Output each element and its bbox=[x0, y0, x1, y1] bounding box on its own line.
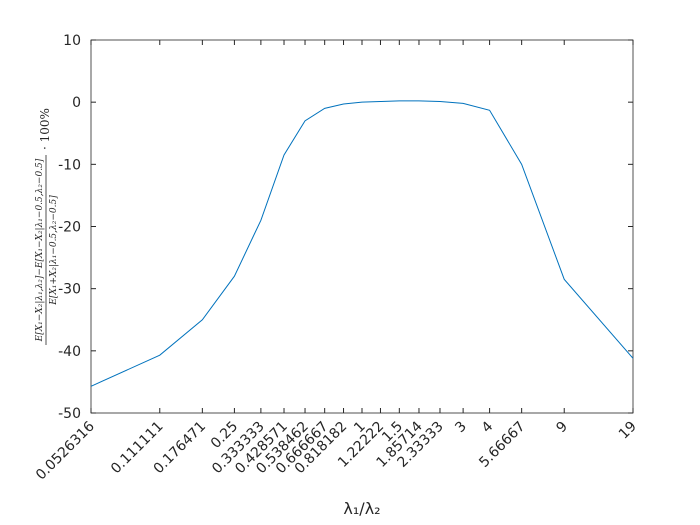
y-tick-label: 0 bbox=[72, 95, 81, 111]
y-tick-label: 10 bbox=[63, 33, 81, 49]
y-label-numerator: E[X₁−X₂|λ₁,λ₂]−E[X₁−X₂|λ₁−0.5,λ₂−0.5] bbox=[35, 158, 45, 342]
y-tick-label: -40 bbox=[58, 344, 81, 360]
y-label-suffix: · 100% bbox=[38, 108, 52, 150]
x-axis-label: λ₁/λ₂ bbox=[343, 499, 380, 518]
y-label-denominator: E[X₁+X₂|λ₁−0.5,λ₂−0.5] bbox=[49, 195, 59, 306]
y-axis-label: E[X₁−X₂|λ₁,λ₂]−E[X₁−X₂|λ₁−0.5,λ₂−0.5] E[… bbox=[35, 108, 59, 345]
y-tick-label: -10 bbox=[58, 157, 81, 173]
y-tick-label: -20 bbox=[58, 220, 81, 236]
y-tick-label: -30 bbox=[58, 282, 81, 298]
data-line bbox=[90, 100, 634, 387]
y-tick-label: -50 bbox=[58, 406, 81, 422]
